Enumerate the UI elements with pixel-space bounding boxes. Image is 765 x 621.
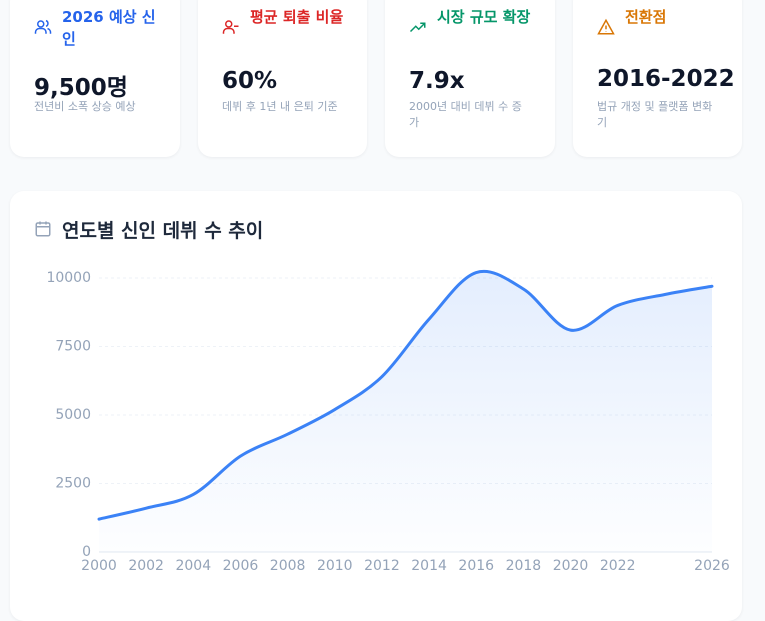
x-tick-label: 2016 xyxy=(458,558,494,574)
x-tick-label: 2020 xyxy=(553,558,589,574)
y-tick-label: 0 xyxy=(82,544,91,560)
card-value: 7.9x xyxy=(409,68,465,94)
x-tick-label: 2014 xyxy=(411,558,447,574)
user-minus-icon xyxy=(222,20,239,34)
line xyxy=(97,269,714,521)
chart: 0 2500 5000 7500 10000 2000 2002 2004 2006 2008 20… xyxy=(46,269,730,574)
stat-card: 전환점 2016-2022 법규 개정 및 플랫폼 변화기 xyxy=(573,0,742,157)
chart-title: 연도별 신인 데뷔 수 추이 xyxy=(62,220,264,242)
card-value: 9,500명 xyxy=(34,75,128,101)
card-note: 법규 개정 및 플랫폼 변화기 xyxy=(597,100,713,129)
y-tick-label: 2500 xyxy=(55,476,91,492)
stat-card: 2026 예상 신인 9,500명 전년비 소폭 상승 예상 xyxy=(10,0,180,157)
x-tick-label: 2010 xyxy=(317,558,353,574)
y-tick-label: 10000 xyxy=(46,270,91,286)
card-title: 2026 예상 신인 xyxy=(62,8,156,48)
x-tick-label: 2006 xyxy=(223,558,259,574)
x-tick-label: 2022 xyxy=(600,558,636,574)
card-title: 전환점 xyxy=(625,8,667,26)
x-tick-label: 2012 xyxy=(364,558,400,574)
x-tick-label: 2018 xyxy=(506,558,542,574)
x-tick-label: 2008 xyxy=(270,558,306,574)
area-fill xyxy=(99,271,712,552)
card-note: 데뷔 후 1년 내 은퇴 기준 xyxy=(222,100,338,113)
users-icon xyxy=(34,19,52,34)
calendar-icon xyxy=(35,221,51,237)
card-title: 시장 규모 확장 xyxy=(437,8,531,26)
card-title: 평균 퇴출 비율 xyxy=(250,8,344,26)
card-note: 전년비 소폭 상승 예상 xyxy=(34,100,136,113)
y-tick-label: 5000 xyxy=(55,407,91,423)
card-note: 2000년 대비 데뷔 수 증가 xyxy=(409,100,522,129)
y-tick-label: 7500 xyxy=(55,339,91,355)
stat-card: 평균 퇴출 비율 60% 데뷔 후 1년 내 은퇴 기준 xyxy=(198,0,367,157)
card-value: 2016-2022 xyxy=(597,66,735,92)
x-tick-label: 2000 xyxy=(81,558,117,574)
x-tick-label: 2002 xyxy=(128,558,164,574)
stat-card: 시장 규모 확장 7.9x 2000년 대비 데뷔 수 증가 xyxy=(385,0,555,157)
x-tick-label: 2004 xyxy=(175,558,211,574)
warning-icon xyxy=(597,18,615,35)
trend-icon xyxy=(409,22,426,33)
x-tick-label: 2026 xyxy=(694,558,730,574)
card-value: 60% xyxy=(222,68,278,94)
page: {"cards": [ {"title": "2026 예상 신인", "val… xyxy=(10,0,742,574)
